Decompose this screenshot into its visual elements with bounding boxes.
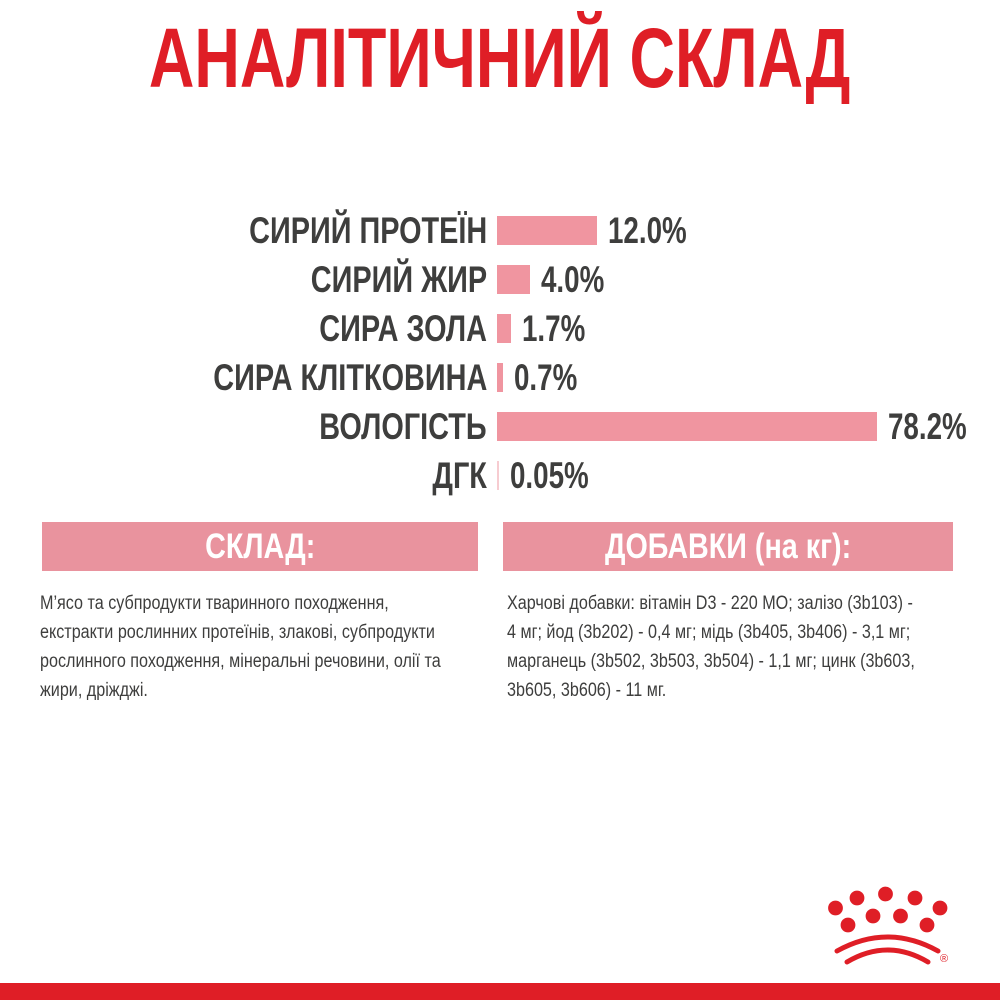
chart-value-label: 4.0% xyxy=(541,259,625,300)
page-title: АНАЛІТИЧНИЙ СКЛАД xyxy=(0,16,1000,100)
composition-text: М’ясо та субпродукти тваринного походжен… xyxy=(40,593,441,701)
chart-row-label-text: СИРА ЗОЛА xyxy=(319,308,487,349)
chart-row-6: ДГК 0.05% xyxy=(0,455,615,496)
chart-row-label-text: СИРА КЛІТКОВИНА xyxy=(212,357,487,398)
chart-row-label-text: СИРИЙ ПРОТЕЇН xyxy=(248,210,487,251)
additives-header-label: ДОБАВКИ (на кг): xyxy=(604,526,852,566)
royal-canin-crown-logo: ® xyxy=(828,886,948,965)
chart-bar xyxy=(497,314,511,343)
chart-row-4: СИРА КЛІТКОВИНА 0.7% xyxy=(0,357,598,398)
chart-bar xyxy=(497,412,877,441)
chart-bar xyxy=(497,461,499,490)
chart-value-label: 0.7% xyxy=(514,357,598,398)
crown-dots xyxy=(828,886,948,933)
composition-header-band: СКЛАД: xyxy=(42,522,478,571)
chart-row-2: СИРИЙ ЖИР 4.0% xyxy=(0,259,625,300)
chart-row-3: СИРА ЗОЛА 1.7% xyxy=(0,308,606,349)
chart-value-label: 12.0% xyxy=(608,210,713,251)
chart-row-label: СИРИЙ ЖИР xyxy=(0,259,487,300)
chart-bar xyxy=(497,216,597,245)
page-title-text: АНАЛІТИЧНИЙ СКЛАД xyxy=(149,11,851,105)
chart-row-label-text: ДГК xyxy=(432,455,487,496)
bottom-red-strip xyxy=(0,983,1000,1000)
chart-row-label: СИРА КЛІТКОВИНА xyxy=(0,357,487,398)
crown-arcs xyxy=(834,934,941,965)
chart-value-text: 4.0% xyxy=(541,259,605,300)
chart-value-label: 1.7% xyxy=(522,308,606,349)
chart-value-label: 0.05% xyxy=(510,455,615,496)
chart-bar xyxy=(497,265,530,294)
additives-header-band: ДОБАВКИ (на кг): xyxy=(503,522,953,571)
chart-value-text: 12.0% xyxy=(608,210,687,251)
chart-row-label: СИРИЙ ПРОТЕЇН xyxy=(0,210,487,251)
chart-row-5: ВОЛОГІСТЬ 78.2% xyxy=(0,406,993,447)
chart-row-label-text: СИРИЙ ЖИР xyxy=(310,259,487,300)
additives-text: Харчові добавки: вітамін D3 - 220 МО; за… xyxy=(507,593,915,701)
chart-row-label: ДГК xyxy=(0,455,487,496)
chart-value-text: 0.05% xyxy=(510,455,589,496)
chart-value-label: 78.2% xyxy=(888,406,993,447)
composition-header-label: СКЛАД: xyxy=(204,526,316,566)
chart-row-label: ВОЛОГІСТЬ xyxy=(0,406,487,447)
analytical-composition-chart: СИРИЙ ПРОТЕЇН 12.0% СИРИЙ ЖИР 4.0% СИРА ЗОЛА… xyxy=(0,210,993,496)
chart-bar xyxy=(497,363,503,392)
chart-row-label: СИРА ЗОЛА xyxy=(0,308,487,349)
chart-row-1: СИРИЙ ПРОТЕЇН 12.0% xyxy=(0,210,713,251)
registered-trademark-symbol: ® xyxy=(940,953,948,965)
chart-value-text: 0.7% xyxy=(514,357,578,398)
chart-value-text: 78.2% xyxy=(888,406,967,447)
chart-row-label-text: ВОЛОГІСТЬ xyxy=(319,406,487,447)
chart-value-text: 1.7% xyxy=(522,308,586,349)
